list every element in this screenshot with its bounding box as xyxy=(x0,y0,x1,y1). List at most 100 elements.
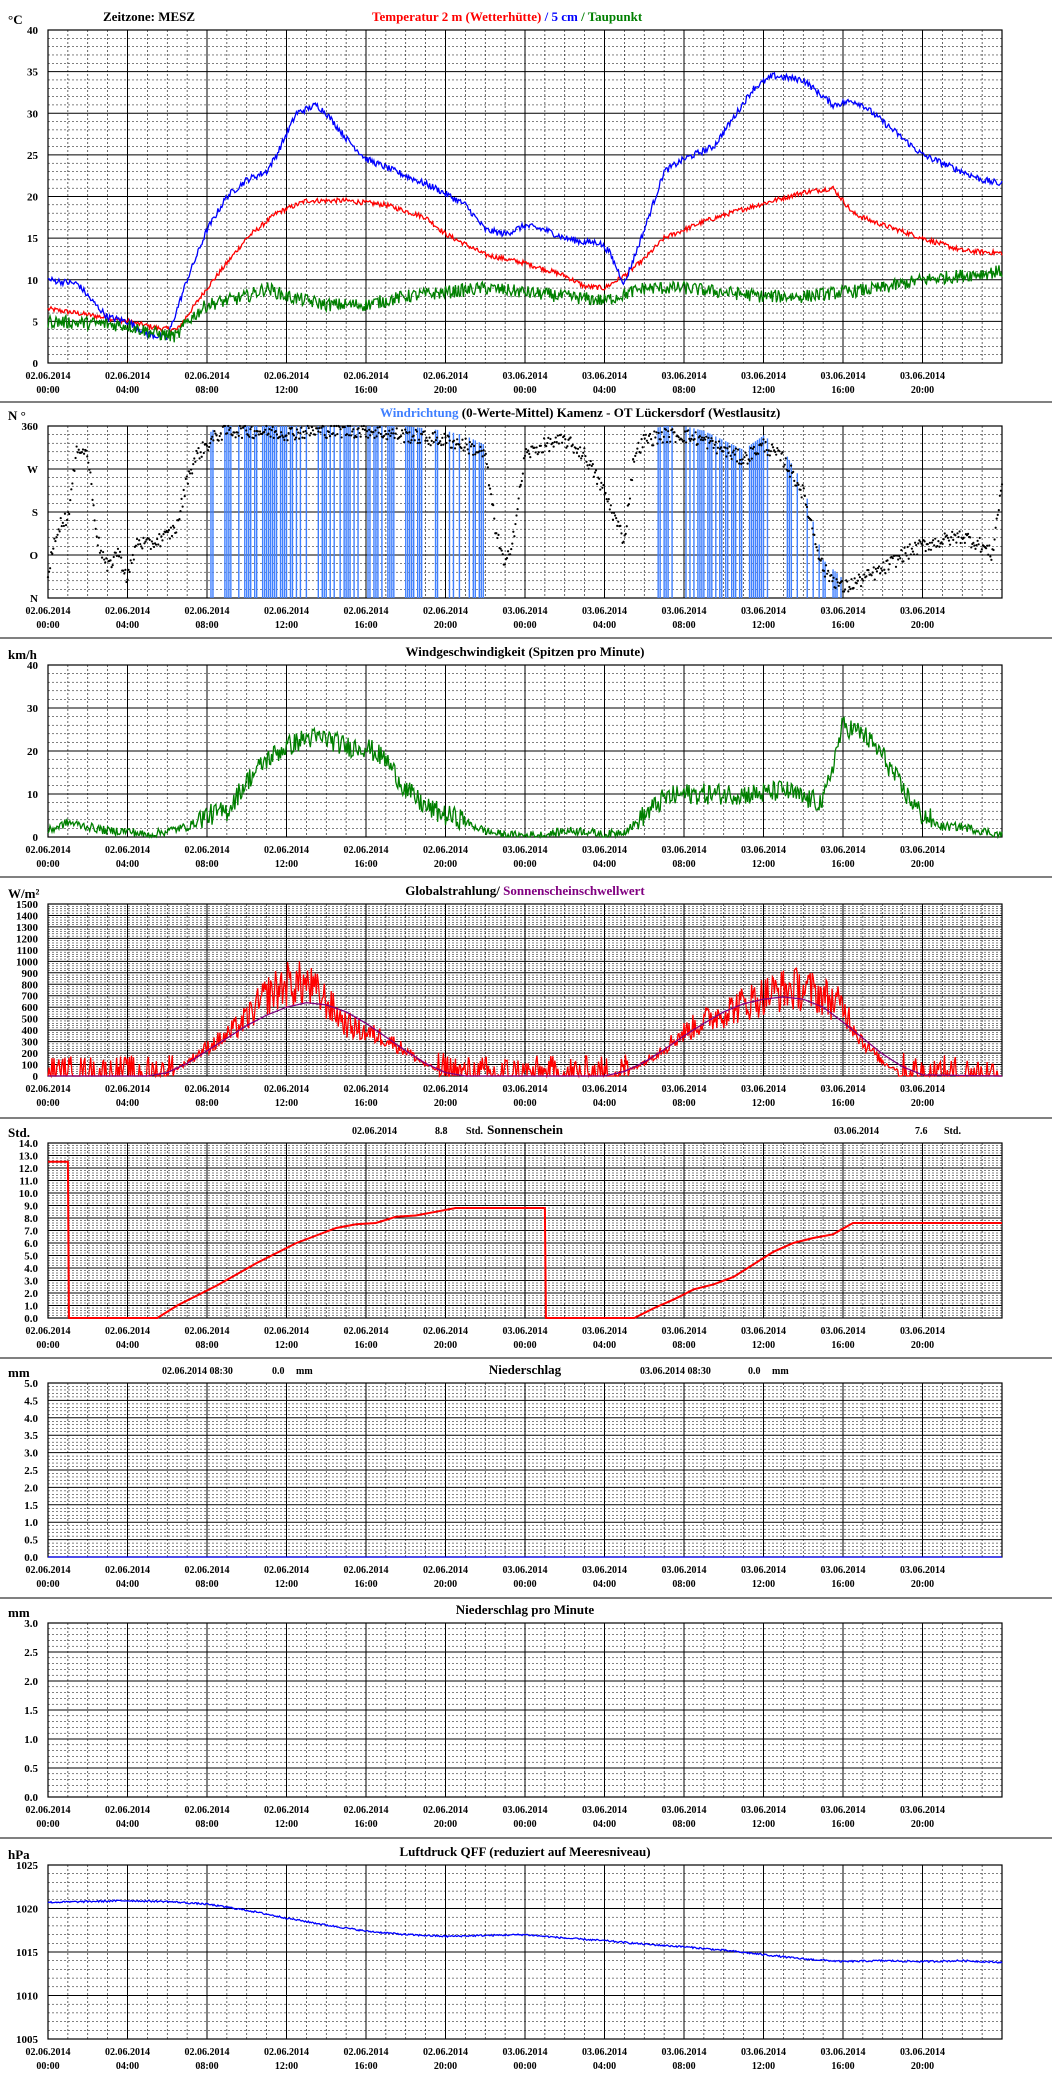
winddir-point xyxy=(199,451,202,454)
winddir-point xyxy=(497,533,500,537)
winddir-point xyxy=(406,432,409,435)
winddir-point xyxy=(485,462,488,466)
winddir-point xyxy=(338,425,341,428)
winddir-point xyxy=(76,451,79,454)
winddir-point xyxy=(598,477,601,480)
winddir-point xyxy=(997,509,1000,512)
winddir-point xyxy=(587,467,590,470)
winddir-point xyxy=(627,503,630,506)
winddir-point xyxy=(990,558,993,561)
winddir-point xyxy=(534,451,537,454)
winddir-point xyxy=(211,435,214,438)
winddir-point xyxy=(643,437,646,440)
x-tick-date: 03.06.2014 xyxy=(821,1565,866,1576)
winddir-point xyxy=(912,553,916,556)
winddir-point xyxy=(290,426,293,429)
x-tick-time: 20:00 xyxy=(434,1098,457,1109)
winddir-point xyxy=(275,433,279,436)
winddir-point xyxy=(911,550,915,553)
x-tick-time: 00:00 xyxy=(36,2061,59,2072)
x-tick-time: 12:00 xyxy=(752,1579,775,1590)
winddir-point xyxy=(93,519,96,522)
x-tick-date: 02.06.2014 xyxy=(26,2047,71,2058)
x-tick-date: 02.06.2014 xyxy=(344,371,389,382)
chart-title: Temperatur 2 m (Wetterhütte) / 5 cm / Ta… xyxy=(372,9,643,24)
x-tick-date: 02.06.2014 xyxy=(423,1805,468,1816)
chart-title-part: Kamenz - OT Lückersdorf (Westlausitz) xyxy=(553,405,780,420)
winddir-point xyxy=(591,463,594,466)
winddir-point xyxy=(311,429,315,432)
winddir-point xyxy=(144,540,147,543)
winddir-point xyxy=(197,446,200,450)
winddir-point xyxy=(346,424,350,428)
winddir-point xyxy=(546,441,549,445)
y-tick-label: 30 xyxy=(27,703,39,715)
winddir-point xyxy=(750,457,753,460)
winddir-point xyxy=(876,566,880,570)
plot-frame xyxy=(47,29,1003,364)
x-tick-date: 03.06.2014 xyxy=(900,2047,945,2058)
winddir-point xyxy=(117,555,121,558)
winddir-point xyxy=(527,449,530,452)
winddir-point xyxy=(514,522,517,526)
winddir-point xyxy=(351,430,354,433)
x-tick-date: 03.06.2014 xyxy=(821,2047,866,2058)
winddir-point xyxy=(802,487,805,490)
winddir-point xyxy=(803,494,806,498)
winddir-point xyxy=(930,541,934,544)
winddir-point xyxy=(693,437,696,441)
winddir-point xyxy=(907,557,910,560)
winddir-point xyxy=(417,438,421,441)
winddir-point xyxy=(739,458,742,462)
winddir-point xyxy=(143,542,146,545)
winddir-point xyxy=(439,440,442,443)
winddir-point xyxy=(943,532,946,535)
winddir-point xyxy=(874,567,877,570)
winddir-point xyxy=(212,439,215,442)
winddir-point xyxy=(368,428,371,431)
winddir-point xyxy=(657,431,660,435)
winddir-point xyxy=(703,436,706,439)
y-tick-label: O xyxy=(29,550,38,562)
winddir-point xyxy=(850,578,853,581)
timezone-label: Zeitzone: MESZ xyxy=(103,9,195,24)
winddir-point xyxy=(404,428,407,431)
winddir-point xyxy=(425,436,428,439)
winddir-point xyxy=(645,439,649,442)
x-tick-time: 12:00 xyxy=(752,1819,775,1830)
chart-title-part: 5 cm xyxy=(551,9,578,24)
winddir-point xyxy=(603,493,606,496)
winddir-point xyxy=(859,584,863,588)
winddir-point xyxy=(856,579,859,582)
y-tick-label: 20 xyxy=(27,746,39,758)
winddir-point xyxy=(740,462,743,465)
x-tick-date: 02.06.2014 xyxy=(344,2047,389,2058)
y-tick-label: 1025 xyxy=(16,1860,39,1872)
winddir-point xyxy=(359,435,362,438)
x-tick-time: 20:00 xyxy=(434,859,457,870)
winddir-point xyxy=(556,434,559,437)
y-tick-label: 8.0 xyxy=(24,1213,38,1225)
winddir-point xyxy=(701,439,705,442)
winddir-point xyxy=(646,441,650,444)
x-tick-date: 02.06.2014 xyxy=(185,1805,230,1816)
winddir-point xyxy=(217,439,220,442)
winddir-point xyxy=(608,508,611,511)
winddir-point xyxy=(85,449,88,452)
y-tick-label: 7.0 xyxy=(24,1226,38,1238)
y-tick-label: 1005 xyxy=(16,2034,39,2046)
winddir-point xyxy=(787,469,791,472)
winddir-point xyxy=(285,434,288,437)
winddir-point xyxy=(708,441,711,444)
winddir-point xyxy=(214,432,217,435)
winddir-point xyxy=(947,539,951,542)
y-tick-label: 4.0 xyxy=(24,1413,38,1425)
winddir-point xyxy=(141,547,144,550)
winddir-point xyxy=(563,434,566,438)
summary-unit: Std. xyxy=(466,1126,483,1137)
winddir-point xyxy=(383,430,387,433)
winddir-point xyxy=(898,554,901,558)
winddir-point xyxy=(488,487,492,490)
winddir-point xyxy=(542,437,546,440)
y-tick-label: 2.5 xyxy=(24,1465,38,1477)
